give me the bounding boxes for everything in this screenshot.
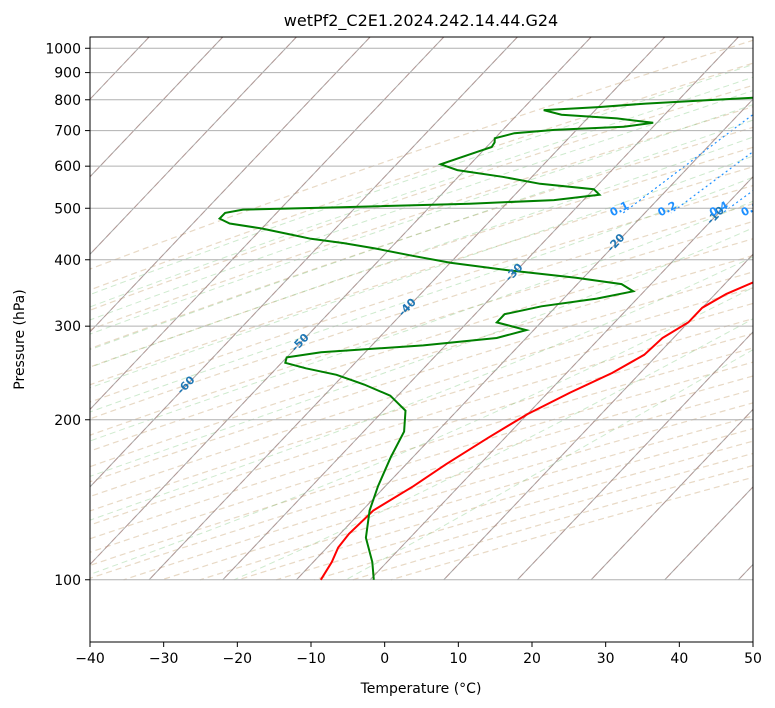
dry-adiabat — [90, 238, 753, 452]
dry-adiabat — [90, 39, 753, 270]
x-tick-label: 20 — [523, 651, 541, 667]
dry-adiabat — [90, 347, 753, 553]
dry-adiabat — [90, 220, 753, 436]
dry-adiabat — [90, 254, 753, 468]
reference-line — [517, 331, 753, 581]
dry-adiabat — [90, 106, 753, 331]
dry-adiabat — [90, 271, 753, 483]
dry-adiabat — [90, 317, 753, 526]
moist-adiabat — [90, 256, 753, 521]
reference-line — [738, 563, 753, 581]
dry-adiabat — [90, 184, 753, 403]
isotherm-line — [222, 37, 739, 581]
reference-line — [90, 37, 224, 178]
x-tick-label: 40 — [670, 651, 688, 667]
y-tick-label: 700 — [54, 124, 81, 140]
moist-adiabat — [90, 89, 753, 321]
x-tick-label: 0 — [380, 651, 389, 667]
isotherm-line — [90, 37, 371, 333]
y-tick-label: 200 — [54, 413, 81, 429]
mixing-ratio-label: 0.6 — [739, 199, 763, 220]
dry-adiabat — [238, 428, 753, 581]
moist-adiabat — [90, 104, 753, 335]
isotherm-line — [517, 331, 753, 581]
isotherm-line — [90, 37, 518, 488]
mixing-ratio-line — [754, 37, 775, 213]
moist-adiabat — [90, 136, 753, 368]
dry-adiabat — [90, 203, 753, 420]
x-tick-label: 30 — [597, 651, 615, 667]
isotherm-line — [369, 176, 753, 581]
reference-line — [90, 37, 445, 411]
mixing-ratio-label: 0.1 — [608, 199, 631, 220]
dry-adiabat — [90, 84, 753, 311]
moist-adiabat — [90, 119, 753, 351]
reference-line — [0, 37, 2, 580]
dry-adiabat — [90, 287, 753, 498]
isotherm-line — [664, 486, 753, 581]
dry-adiabat — [276, 440, 753, 581]
dry-adiabat — [314, 452, 753, 581]
isotherm-line — [90, 37, 297, 256]
x-tick-label: −30 — [149, 651, 179, 667]
x-tick-label: 50 — [744, 651, 762, 667]
y-tick-label: 900 — [54, 66, 81, 82]
chart-title: wetPf2_C2E1.2024.242.14.44.G24 — [284, 11, 558, 31]
y-tick-label: 300 — [54, 319, 81, 335]
reference-line — [664, 486, 753, 581]
background-lines — [0, 37, 775, 581]
x-axis-label: Temperature (°C) — [360, 681, 482, 697]
isotherm-line — [90, 37, 445, 411]
mixing-ratio-line — [622, 113, 753, 214]
y-axis-label: Pressure (hPa) — [12, 289, 28, 389]
moist-adiabat — [90, 63, 753, 296]
moist-adiabat — [90, 155, 753, 389]
dry-adiabat — [90, 126, 753, 350]
y-tick-label: 400 — [54, 253, 81, 269]
dry-adiabat — [90, 62, 753, 291]
dry-adiabat — [90, 302, 753, 512]
isotherm-line — [590, 408, 753, 581]
moist-adiabat — [90, 176, 753, 413]
temperature-line — [319, 281, 753, 581]
isotherm-line — [90, 37, 592, 566]
y-tick-label: 800 — [54, 93, 81, 109]
x-tick-label: −20 — [223, 651, 253, 667]
dry-adiabat — [199, 415, 753, 581]
dry-adiabat — [390, 476, 753, 581]
isotherm-line — [0, 37, 2, 580]
dry-adiabat — [90, 166, 753, 386]
moist-adiabat — [90, 227, 753, 477]
y-tick-label: 100 — [54, 573, 81, 589]
dry-adiabat — [90, 375, 753, 579]
mixing-ratio-label: 0.2 — [656, 199, 679, 220]
moist-adiabat — [90, 76, 753, 308]
x-axis-ticks: −40 −30 −20 −10 0 10 20 30 40 50 — [75, 642, 762, 667]
y-tick-label: 600 — [54, 159, 81, 175]
isotherm-line — [296, 98, 753, 581]
sounding-series — [217, 96, 753, 581]
y-tick-label: 500 — [54, 201, 81, 217]
dewpoint-line — [217, 96, 753, 580]
moist-adiabat — [90, 200, 753, 442]
line-labels: -100-90-80-70-60-50-40-30-20-10010203040… — [174, 199, 763, 397]
plot-frame — [89, 36, 754, 643]
isotherm-line — [148, 37, 666, 581]
y-tick-label: 1000 — [45, 41, 81, 57]
x-tick-label: −10 — [296, 651, 326, 667]
x-tick-label: 10 — [449, 651, 467, 667]
y-axis-ticks: 1000 900 800 700 600 500 400 300 200 100 — [45, 41, 90, 589]
mixing-ratio-label: 0.4 — [707, 199, 731, 220]
dry-adiabat — [90, 146, 753, 368]
isotherm-line — [90, 37, 224, 178]
isotherm-line — [738, 563, 753, 581]
x-tick-label: −40 — [75, 651, 105, 667]
dry-adiabat — [90, 332, 753, 540]
